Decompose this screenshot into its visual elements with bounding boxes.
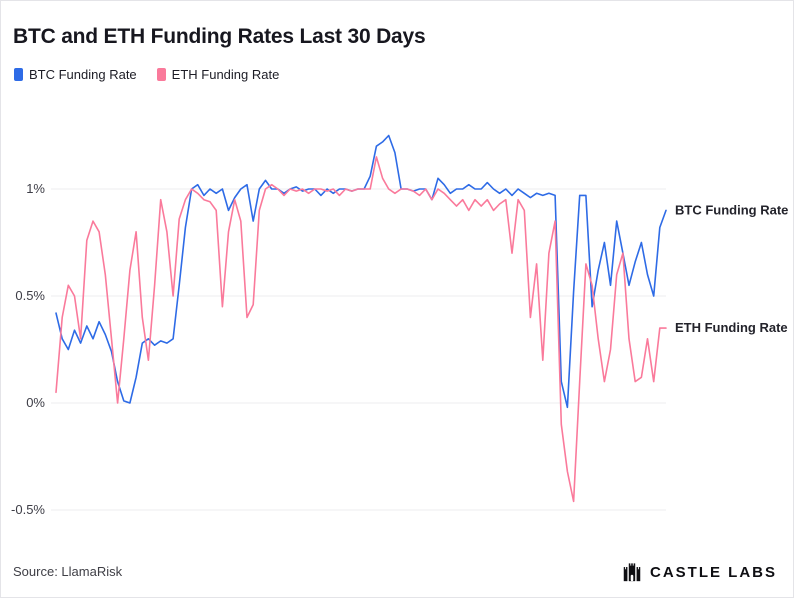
btc-legend-swatch-icon xyxy=(14,68,23,81)
chart-area: 1% 0.5% 0% -0.5% BTC Funding Rate ETH Funding… xyxy=(1,101,793,551)
page-title: BTC and ETH Funding Rates Last 30 Days xyxy=(13,25,426,48)
legend-label-eth: ETH Funding Rate xyxy=(171,67,280,82)
eth-series-end-label: ETH Funding Rate xyxy=(675,320,788,335)
y-axis-tick-label: -0.5% xyxy=(11,502,45,517)
legend-item-eth: ETH Funding Rate xyxy=(156,67,280,82)
brand-name: CASTLE LABS xyxy=(650,563,777,581)
legend-item-btc: BTC Funding Rate xyxy=(14,67,137,82)
chart-legend: BTC Funding Rate ETH Funding Rate xyxy=(14,67,279,82)
eth-legend-swatch-icon xyxy=(156,68,166,81)
btc-series-end-label: BTC Funding Rate xyxy=(675,202,788,217)
funding-rates-line-chart: 1% 0.5% 0% -0.5% BTC Funding Rate ETH Funding… xyxy=(11,134,788,517)
legend-label-btc: BTC Funding Rate xyxy=(29,67,137,82)
castle-icon xyxy=(623,563,641,582)
brand-logo: CASTLE LABS xyxy=(621,561,777,583)
y-axis-tick-label: 0.5% xyxy=(15,288,45,303)
y-axis-tick-label: 1% xyxy=(26,181,45,196)
y-axis-tick-label: 0% xyxy=(26,395,45,410)
eth-funding-rate-line xyxy=(55,156,667,503)
source-attribution: Source: LlamaRisk xyxy=(13,564,123,579)
btc-funding-rate-line xyxy=(55,134,667,409)
